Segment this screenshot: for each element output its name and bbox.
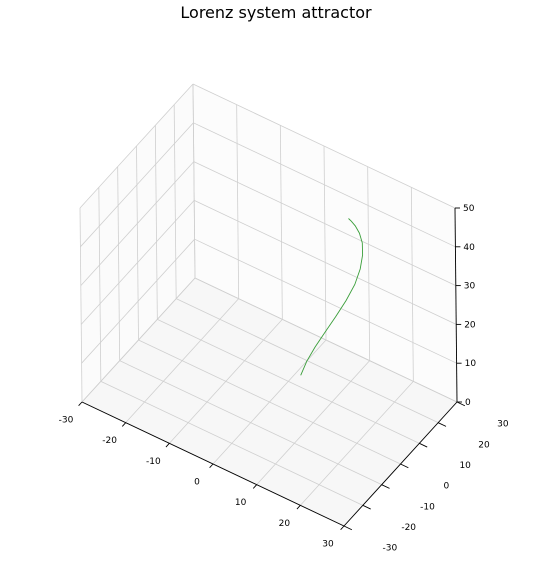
y-tick xyxy=(437,422,447,427)
grid-line-left-z xyxy=(79,83,194,209)
grid-line-left-z xyxy=(81,238,195,364)
z-axis-line xyxy=(454,207,458,403)
z-tick-label: 40 xyxy=(463,243,475,253)
x-tick-label: -10 xyxy=(146,457,161,467)
grid-line-left-z xyxy=(80,200,195,325)
x-tick xyxy=(121,422,126,427)
z-tick-label: 50 xyxy=(463,204,475,214)
x-tick xyxy=(252,484,257,489)
grid-line-floor-y xyxy=(100,380,364,506)
grid-line-left-z xyxy=(80,122,194,248)
grid-line-right-x xyxy=(279,125,283,320)
grid-line-left-y xyxy=(79,207,83,403)
grid-line-right-x xyxy=(367,166,371,361)
y-tick xyxy=(419,442,428,448)
y-tick-label: 10 xyxy=(459,461,471,471)
z-tick-label: 20 xyxy=(464,320,476,330)
grid-line-left-y xyxy=(154,125,158,320)
z-tick-label: 30 xyxy=(464,282,476,292)
x-tick-label: -20 xyxy=(102,436,117,446)
grid-line-right-x xyxy=(192,83,196,279)
y-tick-label: 30 xyxy=(497,420,509,430)
y-tick-label: -20 xyxy=(401,523,416,533)
x-tick-label: 10 xyxy=(235,498,247,508)
grid-line-right-z xyxy=(192,83,456,209)
grid-line-left-y xyxy=(117,166,121,361)
x-tick-label: 30 xyxy=(322,540,334,550)
grid-line-right-z xyxy=(194,277,458,403)
grid-line-right-x xyxy=(410,187,414,382)
z-tick-label: 10 xyxy=(465,359,477,369)
grid-line-floor-y xyxy=(157,318,420,444)
grid-line-right-z xyxy=(193,161,456,286)
x-tick-label: -30 xyxy=(59,416,74,426)
chart-title: Lorenz system attractor xyxy=(180,3,372,22)
x-tick-label: 0 xyxy=(194,478,200,488)
tick-labels: -30 -20 -10 0 10 20 30 -30 -20 -10 0 10 20 30 0 10 20 30 4… xyxy=(59,204,509,554)
x-tick xyxy=(209,463,214,469)
grid-line-right-x xyxy=(236,104,240,299)
x-tick-label: 20 xyxy=(279,519,291,529)
z-tick-label: 0 xyxy=(465,398,471,408)
grid-line-right-z xyxy=(193,122,456,248)
x-tick xyxy=(78,401,83,407)
grid-line-left-y xyxy=(98,187,102,382)
x-tick xyxy=(165,443,170,448)
y-tick xyxy=(456,401,466,407)
grid-line-left-y xyxy=(136,145,139,341)
grid-line-left-y xyxy=(173,104,177,299)
y-tick xyxy=(362,504,371,510)
grid-line-right-x xyxy=(323,145,327,341)
grid-line-right-z xyxy=(194,200,457,325)
series-line xyxy=(300,218,364,376)
y-tick-label: 20 xyxy=(478,440,490,450)
y-tick-label: -10 xyxy=(420,502,435,512)
x-tick xyxy=(296,505,301,510)
grid-line-floor-y xyxy=(119,360,382,486)
grid-line-right-z xyxy=(194,238,457,364)
grid-line-left-z xyxy=(80,161,195,286)
series-lines xyxy=(300,218,364,376)
y-tick-label: 0 xyxy=(443,482,449,492)
grid-line-left-z xyxy=(81,277,196,403)
y-tick-label: -30 xyxy=(382,544,397,554)
grid-line-floor-y xyxy=(138,339,401,465)
y-tick xyxy=(400,463,409,469)
y-tick xyxy=(343,525,353,531)
y-tick xyxy=(381,484,390,489)
tick-marks xyxy=(78,207,466,531)
x-tick xyxy=(340,525,345,531)
